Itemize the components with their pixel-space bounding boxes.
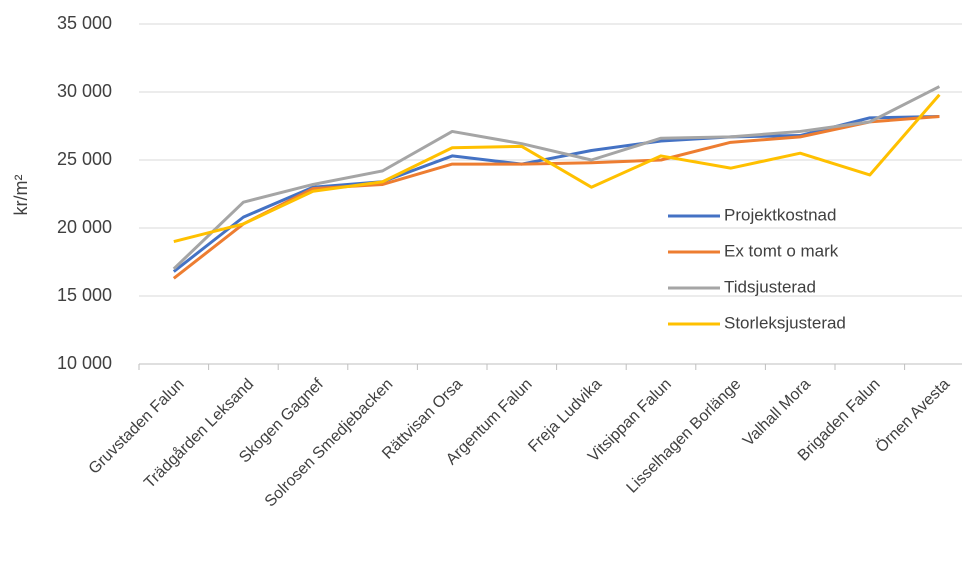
x-tick-label: Solrosen Smedjebacken [262,376,397,511]
series-line [172,114,940,280]
series-line [173,93,941,244]
y-tick-label: 15 000 [57,285,112,305]
x-tick-label: Valhall Mora [740,376,814,450]
legend-label: Projektkostnad [724,205,836,224]
legend-label: Tidsjusterad [724,277,816,296]
y-tick-label: 10 000 [57,353,112,373]
y-axis-label: kr/m² [11,175,31,216]
x-tick-label: Örnen Avesta [872,375,953,456]
y-tick-label: 20 000 [57,217,112,237]
series-line [172,85,941,270]
y-tick-label: 25 000 [57,149,112,169]
y-tick-label: 30 000 [57,81,112,101]
legend-label: Ex tomt o mark [724,241,839,260]
series-line [172,114,940,273]
x-tick-label: Lisselhagen Borlänge [624,376,745,497]
legend-label: Storleksjusterad [724,313,846,332]
y-tick-label: 35 000 [57,13,112,33]
x-tick-label: Freja Ludvika [525,376,605,456]
